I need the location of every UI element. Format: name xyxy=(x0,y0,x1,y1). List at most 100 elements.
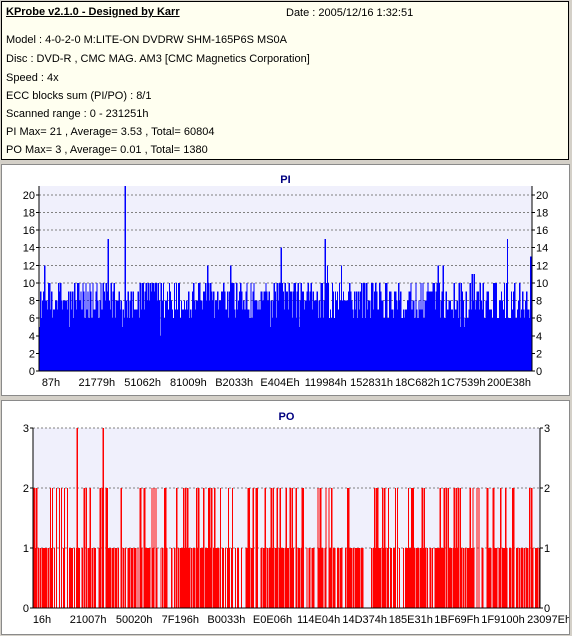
data-bar xyxy=(499,300,502,371)
data-bar xyxy=(431,291,433,371)
data-bar xyxy=(171,309,174,371)
data-bar xyxy=(434,309,436,371)
data-bar xyxy=(404,548,407,608)
data-bar xyxy=(448,300,450,371)
data-bar xyxy=(465,291,467,371)
data-bar xyxy=(328,488,330,608)
data-bar xyxy=(247,309,249,371)
data-bar xyxy=(436,282,438,371)
data-bar xyxy=(94,548,96,608)
data-bar xyxy=(291,488,293,608)
data-bar xyxy=(85,488,88,608)
data-bar xyxy=(449,300,451,371)
data-bar xyxy=(322,318,325,371)
data-bar xyxy=(373,309,375,371)
data-bar xyxy=(69,326,71,371)
data-bar xyxy=(227,291,229,371)
data-bar xyxy=(115,548,117,608)
data-bar xyxy=(204,291,206,371)
chart-title: PI xyxy=(280,174,290,186)
data-bar xyxy=(270,488,272,608)
data-bar xyxy=(318,548,320,608)
data-bar xyxy=(50,548,53,608)
data-bar xyxy=(488,309,491,371)
data-bar xyxy=(450,309,452,371)
data-bar xyxy=(39,548,42,608)
data-bar xyxy=(108,300,110,371)
data-bar xyxy=(438,282,440,371)
data-bar xyxy=(399,300,401,371)
x-tick-label: 14D374h xyxy=(342,614,387,626)
data-bar xyxy=(156,300,159,371)
data-bar xyxy=(398,548,401,608)
data-bar xyxy=(409,548,412,608)
data-bar xyxy=(503,548,505,608)
x-tick-label: 18C682h xyxy=(395,377,440,389)
y-tick-label-left: 18 xyxy=(23,207,35,219)
data-bar xyxy=(215,300,217,371)
data-bar xyxy=(229,291,231,371)
data-bar xyxy=(494,548,496,608)
data-bar xyxy=(338,548,340,608)
data-bar xyxy=(356,548,358,608)
data-bar xyxy=(230,548,233,608)
data-bar xyxy=(419,548,422,608)
data-bar xyxy=(243,300,245,371)
data-bar xyxy=(513,282,516,371)
data-bar xyxy=(417,548,420,608)
data-bar xyxy=(128,548,130,608)
data-bar xyxy=(77,282,79,371)
data-bar xyxy=(168,282,171,371)
data-bar xyxy=(362,548,364,608)
data-bar xyxy=(395,291,397,371)
data-bar xyxy=(93,309,95,371)
data-bar xyxy=(174,548,176,608)
data-bar xyxy=(98,318,100,371)
data-bar xyxy=(220,300,222,371)
data-bar xyxy=(453,488,455,608)
data-bar xyxy=(127,291,129,371)
data-bar xyxy=(456,548,458,608)
data-bar xyxy=(382,300,384,371)
data-bar xyxy=(342,291,345,371)
data-bar xyxy=(379,282,381,371)
info-speed: Speed : 4x xyxy=(6,72,59,84)
data-bar xyxy=(300,548,302,608)
data-bar xyxy=(472,488,474,608)
data-bar xyxy=(47,548,50,608)
data-bar xyxy=(361,548,363,608)
data-bar xyxy=(472,300,474,371)
data-bar xyxy=(129,300,131,371)
y-tick-label-right: 10 xyxy=(536,278,548,290)
data-bar xyxy=(272,300,274,371)
data-bar xyxy=(295,488,297,608)
data-bar xyxy=(521,291,524,371)
data-bar xyxy=(331,488,333,608)
data-bar xyxy=(439,318,441,371)
data-bar xyxy=(112,548,114,608)
data-bar xyxy=(90,291,92,371)
data-bar xyxy=(405,548,408,608)
data-bar xyxy=(239,291,241,371)
data-bar xyxy=(216,548,219,608)
data-bar xyxy=(488,548,490,608)
data-bar xyxy=(160,282,163,371)
data-bar xyxy=(396,300,398,371)
data-bar xyxy=(287,309,289,371)
data-bar xyxy=(412,488,415,608)
data-bar xyxy=(223,282,225,371)
data-bar xyxy=(280,548,282,608)
data-bar xyxy=(95,291,97,371)
data-bar xyxy=(176,309,179,371)
data-bar xyxy=(317,318,320,371)
x-tick-label: 1F9100h xyxy=(481,614,524,626)
data-bar xyxy=(506,548,508,608)
data-bar xyxy=(35,488,38,608)
data-bar xyxy=(267,300,269,371)
data-bar xyxy=(325,488,327,608)
data-bar xyxy=(200,300,203,371)
data-bar xyxy=(191,548,193,608)
data-bar xyxy=(507,318,510,371)
data-bar xyxy=(43,548,46,608)
data-bar xyxy=(290,291,292,371)
